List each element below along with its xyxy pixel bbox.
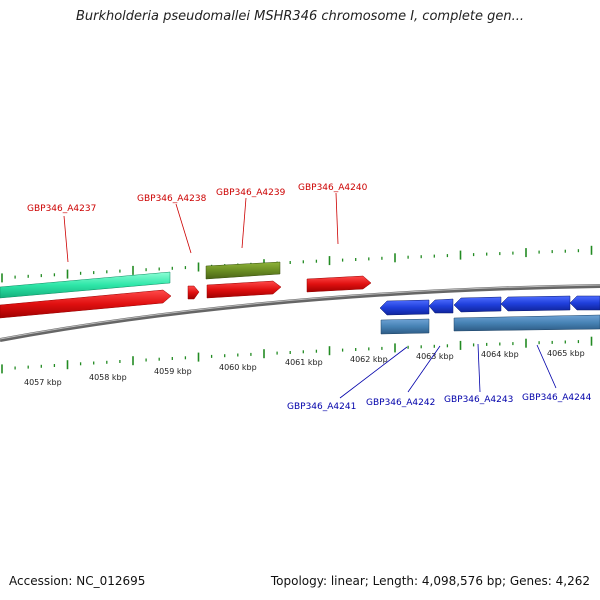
cds-red-a4239[interactable] <box>206 280 282 299</box>
cds-teal-long[interactable] <box>0 271 171 299</box>
leader-line <box>407 345 441 393</box>
ruler-label: 4057 kbp <box>24 378 62 387</box>
cds-blue-3[interactable] <box>453 296 502 313</box>
ruler-label: 4060 kbp <box>219 363 257 372</box>
summary-text: Topology: linear; Length: 4,098,576 bp; … <box>270 574 590 588</box>
backbone-highlight <box>0 284 600 340</box>
cds-steel-2[interactable] <box>453 314 600 332</box>
ruler-labels: 4057 kbp 4058 kbp 4059 kbp 4060 kbp 4061… <box>24 349 585 387</box>
cds-blue-4[interactable] <box>500 295 571 312</box>
cds-blue-2[interactable] <box>428 298 454 314</box>
gene-label-a4242[interactable]: GBP346_A4242 <box>366 398 435 408</box>
gene-label-a4238[interactable]: GBP346_A4238 <box>137 194 207 204</box>
inner-ruler <box>1 336 593 374</box>
cds-steel-1[interactable] <box>380 318 430 335</box>
gene-label-a4244[interactable]: GBP346_A4244 <box>522 393 592 403</box>
leader-line <box>175 203 192 254</box>
backbone-track <box>0 284 600 342</box>
leader-line <box>536 344 557 389</box>
cds-olive-a4239[interactable] <box>205 261 281 280</box>
gene-label-a4243[interactable]: GBP346_A4243 <box>444 395 513 405</box>
outer-ruler <box>1 245 593 283</box>
forward-gene-labels: GBP346_A4237 GBP346_A4238 GBP346_A4239 G… <box>27 183 368 263</box>
ruler-label: 4064 kbp <box>481 350 519 359</box>
reverse-gene-labels: GBP346_A4241 GBP346_A4242 GBP346_A4243 G… <box>287 343 592 412</box>
gene-label-a4239[interactable]: GBP346_A4239 <box>216 188 286 198</box>
gene-label-a4241[interactable]: GBP346_A4241 <box>287 402 356 412</box>
leader-line <box>63 215 69 263</box>
cds-blue-5[interactable] <box>569 295 600 311</box>
leader-line <box>335 192 339 245</box>
gene-label-a4240[interactable]: GBP346_A4240 <box>298 183 368 193</box>
gene-label-a4237[interactable]: GBP346_A4237 <box>27 204 96 214</box>
leader-line <box>339 346 408 399</box>
leader-line <box>477 343 481 393</box>
ruler-label: 4058 kbp <box>89 373 127 382</box>
cds-blue-1[interactable] <box>379 299 430 316</box>
cds-red-a4240[interactable] <box>306 275 372 293</box>
ruler-label: 4059 kbp <box>154 367 192 376</box>
ruler-label: 4063 kbp <box>416 352 454 361</box>
ruler-label: 4061 kbp <box>285 358 323 367</box>
cds-red-a4238[interactable] <box>187 285 200 300</box>
ruler-label: 4065 kbp <box>547 349 585 358</box>
cds-red-a4237[interactable] <box>0 289 172 319</box>
map-title: Burkholderia pseudomallei MSHR346 chromo… <box>75 9 525 24</box>
ruler-label: 4062 kbp <box>350 355 388 364</box>
leader-line <box>241 197 247 249</box>
accession-text: Accession: NC_012695 <box>9 574 146 588</box>
